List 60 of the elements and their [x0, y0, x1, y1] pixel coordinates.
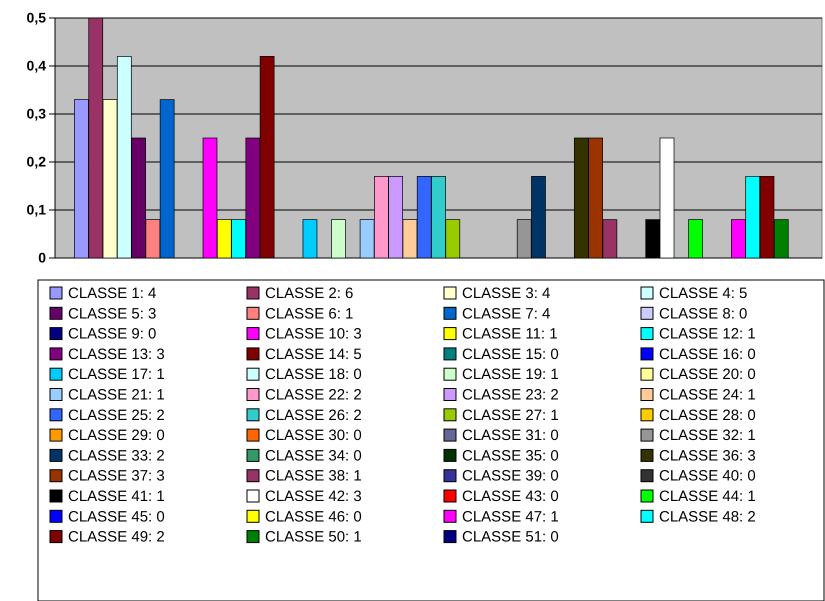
legend-label: CLASSE 10: 3 [265, 326, 362, 343]
legend-label: CLASSE 5: 3 [68, 305, 156, 322]
legend-label: CLASSE 31: 0 [462, 427, 559, 444]
legend-label: CLASSE 47: 1 [462, 508, 559, 526]
legend-label: CLASSE 32: 1 [659, 427, 756, 444]
legend-label: CLASSE 33: 2 [68, 447, 165, 464]
legend-label: CLASSE 13: 3 [68, 346, 165, 363]
legend-label: CLASSE 26: 2 [265, 406, 362, 424]
legend-label: CLASSE 34: 0 [265, 447, 362, 464]
legend-label: CLASSE 12: 1 [659, 326, 756, 343]
legend-label: CLASSE 51: 0 [462, 528, 559, 546]
y-tick-label: 0,3 [26, 105, 46, 122]
legend-label: CLASSE 37: 3 [68, 468, 165, 485]
legend-label: CLASSE 25: 2 [68, 406, 165, 424]
legend-label: CLASSE 29: 0 [68, 427, 165, 444]
legend-label: CLASSE 38: 1 [265, 468, 362, 485]
legend-label: CLASSE 14: 5 [265, 346, 362, 363]
legend-label: CLASSE 18: 0 [265, 366, 362, 384]
legend-label: CLASSE 43: 0 [462, 488, 559, 505]
y-tick-label: 0,4 [26, 57, 46, 74]
bar [302, 219, 318, 258]
legend-label: CLASSE 8: 0 [659, 305, 748, 322]
legend-label: CLASSE 23: 2 [462, 386, 559, 404]
bar [331, 219, 346, 258]
legend-label: CLASSE 16: 0 [659, 346, 756, 363]
legend-label: CLASSE 11: 1 [462, 326, 558, 343]
legend-label: CLASSE 3: 4 [462, 285, 550, 302]
legend-label: CLASSE 46: 0 [265, 508, 362, 526]
legend-label: CLASSE 1: 4 [68, 285, 156, 302]
legend-label: CLASSE 35: 0 [462, 447, 559, 464]
legend-label: CLASSE 24: 1 [659, 386, 756, 404]
legend-label: CLASSE 7: 4 [462, 305, 550, 322]
legend-label: CLASSE 48: 2 [659, 508, 756, 526]
legend-label: CLASSE 21: 1 [68, 386, 165, 404]
legend-label: CLASSE 15: 0 [462, 346, 559, 363]
legend-label: CLASSE 20: 0 [659, 366, 756, 384]
legend-label: CLASSE 50: 1 [265, 528, 362, 546]
legend-label: CLASSE 42: 3 [265, 488, 362, 505]
legend-label: CLASSE 9: 0 [68, 326, 156, 343]
y-tick-label: 0,2 [26, 153, 46, 170]
legend-label: CLASSE 45: 0 [68, 508, 165, 526]
y-tick-label: 0,1 [26, 201, 46, 218]
legend-label: CLASSE 49: 2 [68, 528, 165, 546]
legend-label: CLASSE 27: 1 [462, 406, 559, 424]
legend-label: CLASSE 44: 1 [659, 488, 756, 505]
legend-label: CLASSE 39: 0 [462, 468, 559, 485]
legend-label: CLASSE 40: 0 [659, 468, 756, 485]
legend-label: CLASSE 30: 0 [265, 427, 362, 444]
legend-label: CLASSE 22: 2 [265, 386, 362, 404]
legend-label: CLASSE 17: 1 [68, 366, 165, 384]
legend-label: CLASSE 2: 6 [265, 285, 354, 302]
y-tick-label: 0 [38, 249, 46, 266]
legend-label: CLASSE 19: 1 [462, 366, 559, 384]
legend-label: CLASSE 36: 3 [659, 447, 756, 464]
bar [688, 219, 703, 258]
y-tick-label: 0,5 [26, 9, 46, 26]
legend-label: CLASSE 4: 5 [659, 285, 748, 302]
legend-label: CLASSE 41: 1 [68, 488, 165, 505]
legend-label: CLASSE 6: 1 [265, 305, 354, 322]
legend-label: CLASSE 28: 0 [659, 406, 756, 424]
